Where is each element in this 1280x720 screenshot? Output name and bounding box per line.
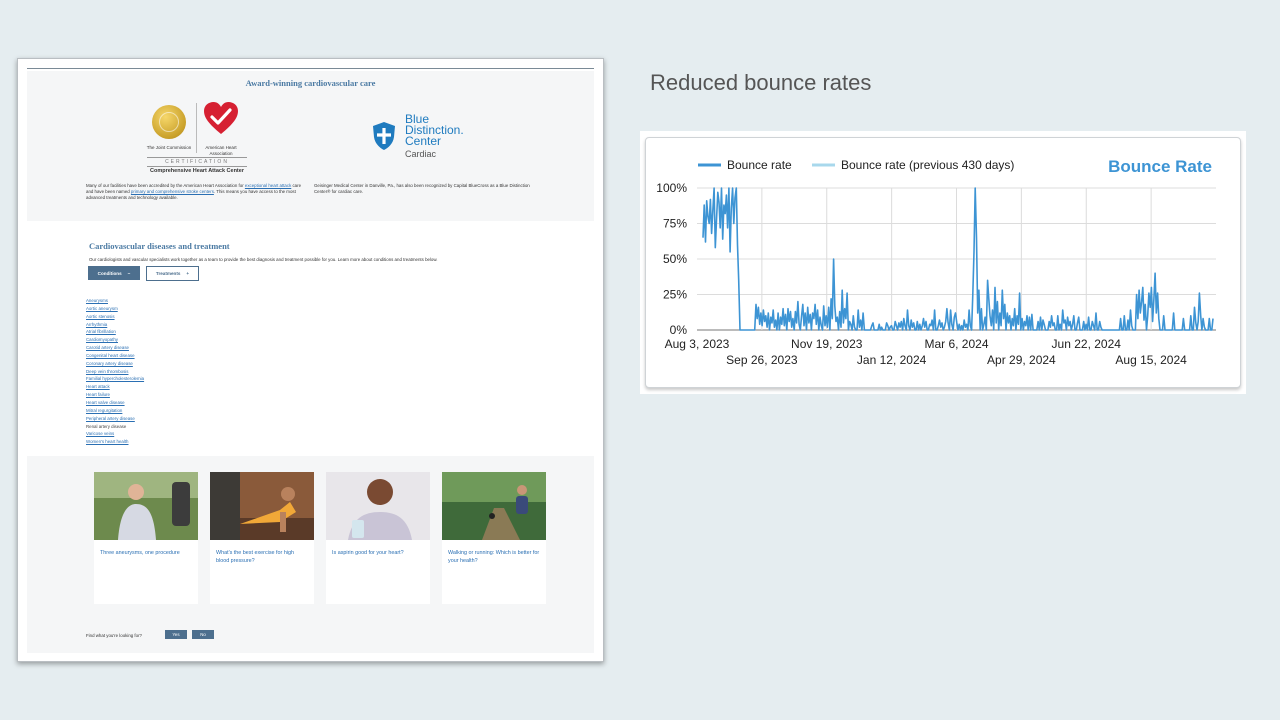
bd-logo-line: Blue xyxy=(405,112,430,126)
chart-title: Bounce Rate xyxy=(1108,157,1212,176)
article-photo-walking xyxy=(442,472,546,540)
award-title: Award-winning cardiovascular care xyxy=(245,78,376,88)
condition-item[interactable]: Deep vein thrombosis xyxy=(86,368,129,374)
certification-label: CERTIFICATION xyxy=(147,157,247,167)
condition-item[interactable]: Congenital heart disease xyxy=(86,352,135,358)
joint-commission-seal-icon xyxy=(152,105,186,139)
top-rule xyxy=(27,68,594,69)
blue-distinction-text: Geisinger Medical Center in Danville, Pa… xyxy=(314,183,530,194)
condition-item[interactable]: Coronary artery disease xyxy=(86,360,133,366)
articles-section: Three aneurysms, one procedure What's th… xyxy=(27,456,594,653)
y-tick-label: 0% xyxy=(670,323,688,337)
article-title[interactable]: Is aspirin good for your heart? xyxy=(332,550,404,556)
conditions-list: Aneurysms Aortic aneurysm Aortic stenosis A… xyxy=(86,297,144,446)
treatments-tab[interactable]: Treatments + xyxy=(146,266,199,281)
article-card[interactable]: Walking or running: Which is better for … xyxy=(442,472,546,604)
condition-item[interactable]: Heart failure xyxy=(86,392,110,398)
joint-commission-label: The Joint Commission xyxy=(146,145,192,150)
accreditation-part: care and have been named xyxy=(86,183,302,194)
article-title[interactable]: Three aneurysms, one procedure xyxy=(100,550,180,556)
x-tick-label: Nov 19, 2023 xyxy=(791,337,863,351)
bounce-rate-chart: 0% 25% 50% 75% 100% Aug 3, 2023 Sep 26, 2023 No… xyxy=(645,137,1241,388)
x-tick-label: Aug 3, 2023 xyxy=(665,337,730,351)
bd-logo-line: Distinction. xyxy=(405,123,464,137)
x-tick-label: Sep 26, 2023 xyxy=(726,353,798,367)
conditions-tab[interactable]: Conditions − xyxy=(88,266,140,280)
aha-label: American Heart Association xyxy=(205,145,237,156)
article-photo-man-outdoors xyxy=(94,472,198,540)
treatments-tab-label: Treatments xyxy=(155,271,181,276)
feedback-question: Find what you're looking for? xyxy=(86,633,142,638)
article-title[interactable]: What's the best exercise for high blood … xyxy=(216,550,295,564)
accreditation-part: Many of our facilities have been accredi… xyxy=(86,183,245,188)
condition-item[interactable]: Women's heart health xyxy=(86,439,129,445)
legend-label: Bounce rate (previous 430 days) xyxy=(841,158,1014,172)
condition-item[interactable]: Aortic aneurysm xyxy=(86,305,118,311)
bd-logo-cardiac: Cardiac xyxy=(405,149,437,159)
article-title[interactable]: Walking or running: Which is better for … xyxy=(448,550,540,564)
conditions-tab-label: Conditions xyxy=(97,270,122,276)
article-photo-exercise xyxy=(210,472,314,540)
condition-item[interactable]: Carotid artery disease xyxy=(86,345,129,351)
condition-item[interactable]: Heart attack xyxy=(86,384,110,390)
y-tick-label: 100% xyxy=(656,181,687,195)
condition-item: Renal artery disease xyxy=(86,423,127,429)
section-description: Our cardiologists and vascular specialis… xyxy=(89,257,438,262)
y-tick-label: 25% xyxy=(663,288,687,302)
condition-item[interactable]: Cardiomyopathy xyxy=(86,337,118,343)
website-screenshot: Award-winning cardiovascular care The Jo… xyxy=(17,58,604,662)
condition-item[interactable]: Varicose veins xyxy=(86,431,115,437)
condition-item[interactable]: Aortic stenosis xyxy=(86,313,115,319)
certification-sub-label: Comprehensive Heart Attack Center xyxy=(150,168,244,174)
legend-label: Bounce rate xyxy=(727,158,792,172)
accreditation-part: . This means you have access to the most… xyxy=(86,189,296,200)
condition-item[interactable]: Atrial fibrillation xyxy=(86,329,116,335)
section-title: Cardiovascular diseases and treatment xyxy=(89,241,230,251)
blue-cross-shield-icon xyxy=(373,122,395,150)
logo-divider xyxy=(196,103,197,153)
stroke-centers-link[interactable]: primary and comprehensive stroke centers xyxy=(130,189,214,194)
x-tick-label: Mar 6, 2024 xyxy=(924,337,988,351)
cardiovascular-section: Cardiovascular diseases and treatment Ou… xyxy=(27,227,594,449)
series-line-bounce-rate xyxy=(702,187,1214,331)
condition-item[interactable]: Arrhythmia xyxy=(86,321,108,327)
condition-item[interactable]: Heart valve disease xyxy=(86,399,125,405)
slide-heading: Reduced bounce rates xyxy=(650,70,872,95)
y-tick-label: 75% xyxy=(663,217,687,231)
minus-icon: − xyxy=(127,270,131,276)
chart-svg: 0% 25% 50% 75% 100% Aug 3, 2023 Sep 26, 2023 No… xyxy=(656,157,1216,367)
x-tick-label: Aug 15, 2024 xyxy=(1115,353,1187,367)
plus-icon: + xyxy=(186,271,190,276)
heart-attack-link[interactable]: exceptional heart attack xyxy=(244,183,292,188)
blue-distinction-logo: Blue Distinction. Center Cardiac xyxy=(405,112,464,160)
award-section: Award-winning cardiovascular care The Jo… xyxy=(27,71,594,221)
condition-item[interactable]: Aneurysms xyxy=(86,298,108,303)
y-tick-label: 50% xyxy=(663,252,687,266)
x-tick-label: Jun 22, 2024 xyxy=(1052,337,1122,351)
condition-item[interactable]: Mitral regurgitation xyxy=(86,407,123,413)
aha-heart-icon xyxy=(204,102,238,134)
article-card[interactable]: What's the best exercise for high blood … xyxy=(210,472,314,604)
x-tick-label: Jan 12, 2024 xyxy=(857,353,927,367)
bd-logo-line: Center xyxy=(405,134,442,148)
article-card[interactable]: Three aneurysms, one procedure xyxy=(94,472,198,604)
x-tick-label: Apr 29, 2024 xyxy=(987,353,1056,367)
feedback-no-button[interactable]: No xyxy=(192,630,214,639)
feedback-yes-button[interactable]: Yes xyxy=(165,630,187,639)
article-card[interactable]: Is aspirin good for your heart? xyxy=(326,472,430,604)
accreditation-text: Many of our facilities have been accredi… xyxy=(86,183,308,201)
condition-item[interactable]: Familial hypercholesterolemia xyxy=(86,376,145,382)
condition-item[interactable]: Peripheral artery disease xyxy=(86,415,135,421)
article-photo-aspirin xyxy=(326,472,430,540)
